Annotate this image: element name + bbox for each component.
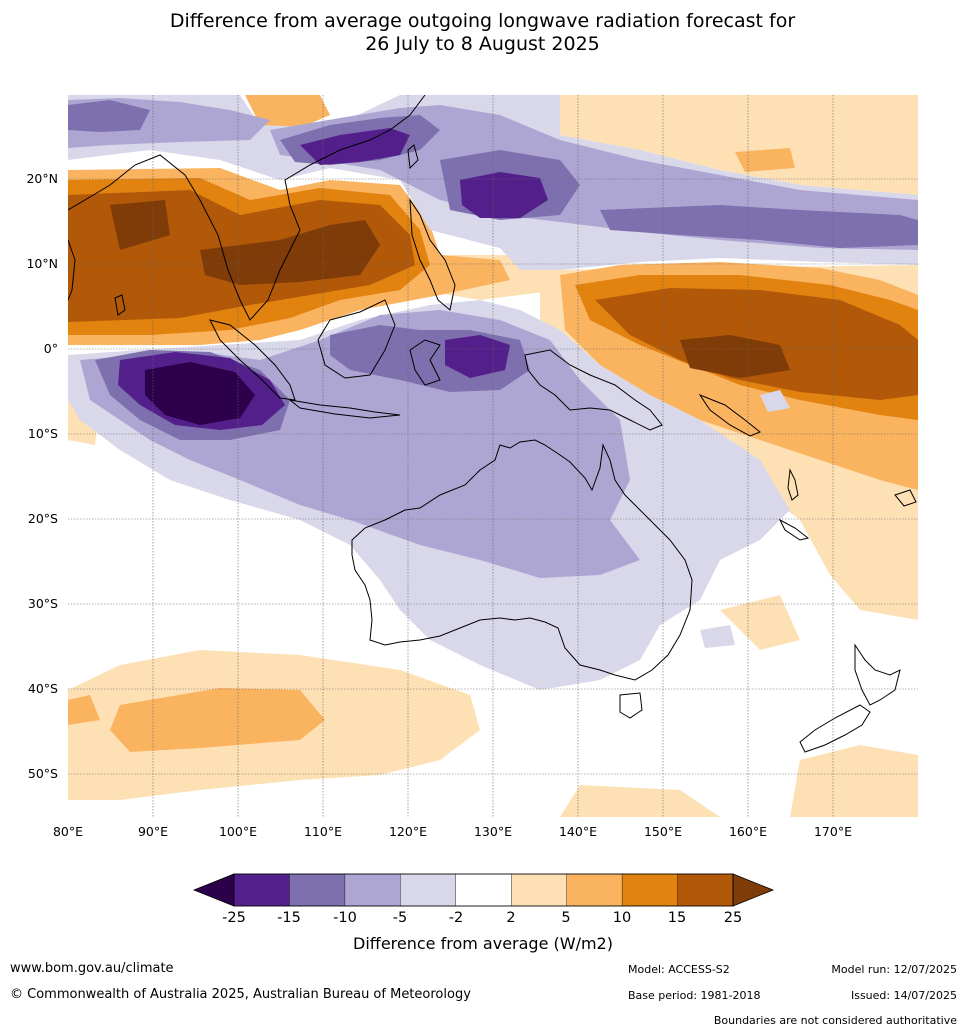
colorbar-tick-25: 25 — [724, 910, 742, 926]
taiwan-coast — [407, 144, 419, 170]
lon-label-90e: 90°E — [138, 824, 168, 839]
new-guinea-coast — [524, 349, 663, 431]
anomaly-field — [68, 95, 918, 817]
sulawesi-coast — [409, 339, 441, 386]
india-coast — [68, 239, 76, 301]
colorbar-cell — [233, 873, 291, 907]
colorbar-tick-minus2: -2 — [449, 910, 463, 926]
lon-label-110e: 110°E — [304, 824, 342, 839]
philippines-coast — [409, 198, 456, 311]
java-coast — [288, 399, 401, 419]
lon-label-170e: 170°E — [814, 824, 852, 839]
coastlines — [68, 95, 917, 753]
lon-label-130e: 130°E — [474, 824, 512, 839]
lon-label-120e: 120°E — [389, 824, 427, 839]
fiji-coast — [894, 489, 917, 507]
lat-label-10n: 10°N — [26, 256, 58, 271]
anomaly-above-25 — [110, 200, 790, 378]
colorbar-cell — [344, 873, 402, 907]
grid-lines — [68, 95, 918, 817]
lon-label-100e: 100°E — [219, 824, 257, 839]
colorbar-cell — [511, 873, 568, 907]
colorbar-outline — [233, 873, 734, 907]
model-run-text: Model run: 12/07/2025 — [831, 963, 957, 976]
latitude-labels: 20°N 10°N 0° 10°S 20°S 30°S 40°S 50°S — [26, 171, 58, 781]
solomon-islands-coast — [698, 393, 761, 437]
title-line-1: Difference from average outgoing longwav… — [169, 10, 796, 32]
borneo-coast — [317, 299, 396, 379]
lat-label-30s: 30°S — [28, 596, 58, 611]
model-text: Model: ACCESS-S2 — [628, 963, 730, 976]
longitude-labels: 80°E 90°E 100°E 110°E 120°E 130°E 140°E … — [53, 824, 852, 839]
lon-label-80e: 80°E — [53, 824, 83, 839]
colorbar-cell — [566, 873, 623, 907]
colorbar-cell — [289, 873, 346, 907]
new-caledonia-coast — [778, 518, 810, 541]
base-period-text: Base period: 1981-2018 — [628, 989, 761, 1002]
issued-text: Issued: 14/07/2025 — [850, 989, 957, 1002]
colorbar-tick-10: 10 — [613, 910, 631, 926]
colorbar-label: Difference from average (W/m2) — [353, 934, 613, 953]
lon-label-140e: 140°E — [559, 824, 597, 839]
lat-label-20n: 20°N — [26, 171, 58, 186]
australia-coast — [351, 439, 693, 681]
colorbar-cell — [621, 873, 679, 907]
lat-label-10s: 10°S — [28, 426, 58, 441]
chart-title: Difference from average outgoing longwav… — [0, 10, 965, 56]
lon-label-150e: 150°E — [644, 824, 682, 839]
title-line-2: 26 July to 8 August 2025 — [365, 33, 600, 55]
sri-lanka-coast — [114, 294, 126, 316]
colorbar-cell — [400, 873, 457, 907]
website-link[interactable]: www.bom.gov.au/climate — [10, 961, 174, 976]
mainland-asia-coast — [68, 95, 426, 321]
colorbar-tick-minus15: -15 — [277, 910, 301, 926]
vanuatu-coast — [787, 468, 799, 501]
colorbar-extend-high — [732, 873, 775, 907]
colorbar-tick-5: 5 — [561, 910, 570, 926]
lon-label-160e: 160°E — [729, 824, 767, 839]
colorbar-tick-15: 15 — [668, 910, 686, 926]
disclaimer-text: Boundaries are not considered authoritat… — [713, 1014, 957, 1027]
colorbar-extend-low — [192, 873, 235, 907]
copyright-text: © Commonwealth of Australia 2025, Austra… — [10, 987, 471, 1002]
lat-label-50s: 50°S — [28, 766, 58, 781]
lat-label-0: 0° — [44, 341, 58, 356]
new-zealand-south — [799, 704, 871, 753]
colorbar-tick-minus25: -25 — [222, 910, 246, 926]
sumatra-coast — [209, 319, 296, 401]
colorbar-cells — [233, 873, 734, 907]
anomaly-below-minus-25 — [145, 362, 255, 425]
colorbar: -25 -15 -10 -5 -2 2 5 10 15 25 Differenc… — [192, 873, 775, 953]
lat-label-20s: 20°S — [28, 511, 58, 526]
colorbar-tick-2: 2 — [506, 910, 515, 926]
lat-label-40s: 40°S — [28, 681, 58, 696]
new-zealand-north — [854, 643, 901, 706]
map-panel — [68, 95, 918, 817]
colorbar-tick-minus10: -10 — [333, 910, 357, 926]
colorbar-cell — [677, 873, 734, 907]
colorbar-tick-minus5: -5 — [393, 910, 407, 926]
colorbar-cell — [455, 873, 512, 907]
tasmania-coast — [619, 692, 643, 719]
colorbar-ticks: -25 -15 -10 -5 -2 2 5 10 15 25 — [222, 910, 742, 926]
